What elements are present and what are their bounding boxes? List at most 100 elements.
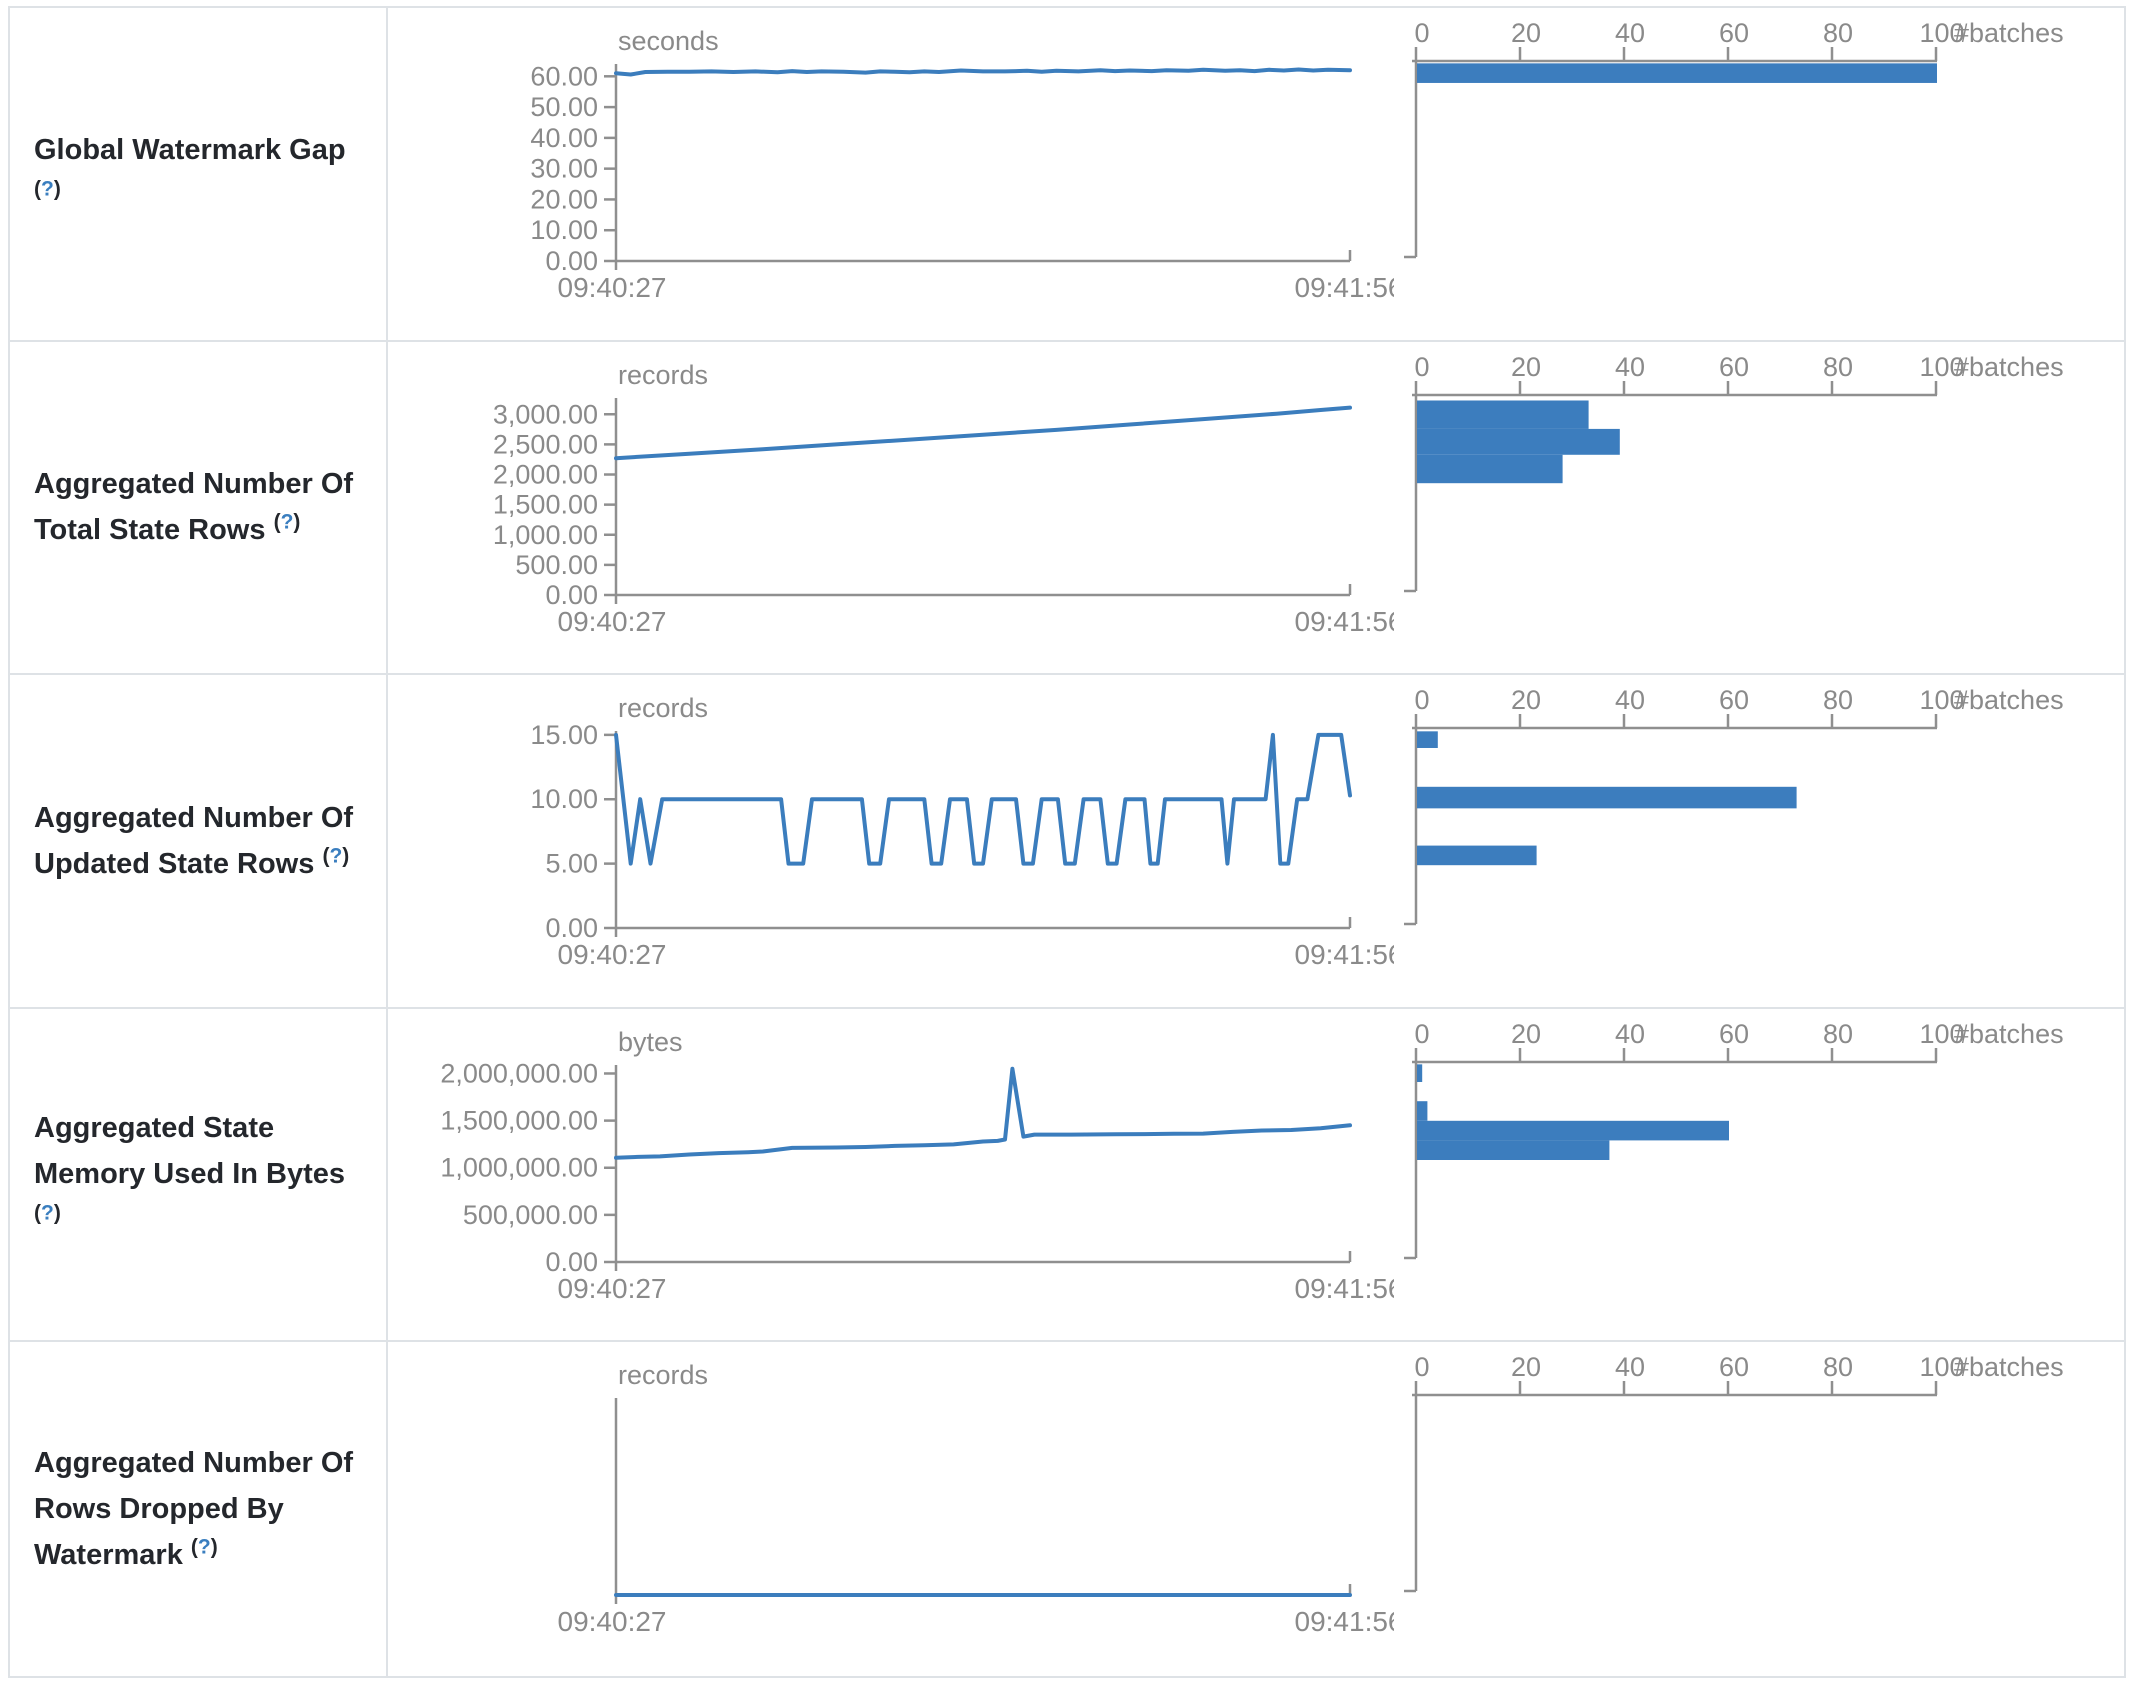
help-sup: (?) xyxy=(191,1536,218,1559)
hist-tick-label: 80 xyxy=(1823,1019,1853,1049)
y-tick-label: 60.00 xyxy=(530,61,598,91)
hist-tick-label: 40 xyxy=(1615,352,1645,382)
hist-tick-label: 20 xyxy=(1511,1352,1541,1382)
unit-label: records xyxy=(618,360,708,390)
help-link[interactable]: ? xyxy=(198,1536,211,1559)
metric-label: Global Watermark Gap(?) xyxy=(34,127,346,220)
hist-tick-label: 40 xyxy=(1615,685,1645,715)
help-link[interactable]: ? xyxy=(41,1201,54,1224)
metric-label: Aggregated Number OfRows Dropped ByWater… xyxy=(34,1440,353,1579)
timeline-chart[interactable]: bytes0.00500,000.001,000,000.001,500,000… xyxy=(388,1009,1394,1343)
hist-tick-label: 80 xyxy=(1823,685,1853,715)
histogram-chart[interactable]: 020406080100#batches xyxy=(1394,8,2128,342)
hist-tick-label: 20 xyxy=(1511,18,1541,48)
hist-tick-label: 40 xyxy=(1615,18,1645,48)
y-tick-label: 1,000,000.00 xyxy=(440,1153,598,1183)
y-tick-label: 15.00 xyxy=(530,720,598,750)
metric-row: Aggregated Number OfRows Dropped ByWater… xyxy=(10,1342,2124,1676)
charts-cell: records09:40:2709:41:56 020406080100#bat… xyxy=(388,1342,2124,1676)
histogram-bar[interactable] xyxy=(1417,1101,1427,1121)
histogram-chart[interactable]: 020406080100#batches xyxy=(1394,1009,2128,1343)
histogram-chart[interactable]: 020406080100#batches xyxy=(1394,342,2128,676)
timeline-chart[interactable]: records09:40:2709:41:56 xyxy=(388,1342,1394,1676)
hist-tick-label: 20 xyxy=(1511,685,1541,715)
y-tick-label: 2,000.00 xyxy=(493,459,598,489)
timeline-chart[interactable]: records0.00500.001,000.001,500.002,000.0… xyxy=(388,342,1394,676)
x-tick-label: 09:40:27 xyxy=(558,1273,667,1304)
x-tick-label: 09:41:56 xyxy=(1295,939,1395,970)
hist-tick-label: 0 xyxy=(1414,18,1429,48)
unit-label: seconds xyxy=(618,26,719,56)
x-tick-label: 09:40:27 xyxy=(558,1606,667,1637)
x-tick-label: 09:40:27 xyxy=(558,606,667,637)
histogram-bar[interactable] xyxy=(1417,63,1937,83)
hist-tick-label: 60 xyxy=(1719,1019,1749,1049)
timeline-line xyxy=(616,735,1350,864)
help-link[interactable]: ? xyxy=(281,511,294,534)
help-link[interactable]: ? xyxy=(329,844,342,867)
hist-tick-label: 20 xyxy=(1511,352,1541,382)
hist-tick-label: 40 xyxy=(1615,1019,1645,1049)
timeline-chart[interactable]: seconds0.0010.0020.0030.0040.0050.0060.0… xyxy=(388,8,1394,342)
metric-row: Global Watermark Gap(?) seconds0.0010.00… xyxy=(10,8,2124,342)
histogram-bar[interactable] xyxy=(1417,400,1589,428)
metric-label-cell: Aggregated Number OfRows Dropped ByWater… xyxy=(10,1342,388,1676)
metric-label: Aggregated Number OfUpdated State Rows (… xyxy=(34,795,353,888)
hist-tick-label: 0 xyxy=(1414,352,1429,382)
metric-label: Aggregated Number OfTotal State Rows (?) xyxy=(34,461,353,554)
metric-row: Aggregated Number OfTotal State Rows (?)… xyxy=(10,342,2124,676)
hist-tick-label: 0 xyxy=(1414,685,1429,715)
x-tick-label: 09:41:56 xyxy=(1295,1606,1395,1637)
hist-tick-label: 80 xyxy=(1823,18,1853,48)
histogram-bar[interactable] xyxy=(1417,732,1438,749)
metric-row: Aggregated Number OfUpdated State Rows (… xyxy=(10,675,2124,1009)
histogram-bar[interactable] xyxy=(1417,1140,1609,1160)
y-tick-label: 10.00 xyxy=(530,215,598,245)
help-sup: (?) xyxy=(34,1201,61,1224)
metric-label-cell: Aggregated Number OfUpdated State Rows (… xyxy=(10,675,388,1007)
x-tick-label: 09:40:27 xyxy=(558,939,667,970)
help-sup: (?) xyxy=(274,511,301,534)
hist-tick-label: 20 xyxy=(1511,1019,1541,1049)
unit-label: bytes xyxy=(618,1027,683,1057)
timeline-line xyxy=(616,70,1350,75)
charts-cell: records0.005.0010.0015.0009:40:2709:41:5… xyxy=(388,675,2124,1007)
y-tick-label: 1,500,000.00 xyxy=(440,1105,598,1135)
histogram-bar[interactable] xyxy=(1417,846,1537,866)
batches-axis-label: #batches xyxy=(1954,1352,2064,1382)
y-tick-label: 40.00 xyxy=(530,123,598,153)
histogram-bar[interactable] xyxy=(1417,1064,1422,1082)
x-tick-label: 09:41:56 xyxy=(1295,1273,1395,1304)
help-sup: (?) xyxy=(322,844,349,867)
hist-tick-label: 80 xyxy=(1823,352,1853,382)
batches-axis-label: #batches xyxy=(1954,685,2064,715)
batches-axis-label: #batches xyxy=(1954,18,2064,48)
metric-row: Aggregated StateMemory Used In Bytes(?) … xyxy=(10,1009,2124,1343)
y-tick-label: 2,500.00 xyxy=(493,429,598,459)
unit-label: records xyxy=(618,693,708,723)
batches-axis-label: #batches xyxy=(1954,1019,2064,1049)
help-sup: (?) xyxy=(34,177,61,200)
metric-label-cell: Aggregated Number OfTotal State Rows (?) xyxy=(10,342,388,674)
x-tick-label: 09:40:27 xyxy=(558,272,667,303)
hist-tick-label: 60 xyxy=(1719,18,1749,48)
y-tick-label: 3,000.00 xyxy=(493,399,598,429)
y-tick-label: 500.00 xyxy=(515,549,598,579)
y-tick-label: 20.00 xyxy=(530,184,598,214)
hist-tick-label: 60 xyxy=(1719,685,1749,715)
histogram-bar[interactable] xyxy=(1417,454,1563,482)
help-link[interactable]: ? xyxy=(41,177,54,200)
histogram-chart[interactable]: 020406080100#batches xyxy=(1394,1342,2128,1676)
histogram-bar[interactable] xyxy=(1417,429,1620,455)
hist-tick-label: 0 xyxy=(1414,1352,1429,1382)
batches-axis-label: #batches xyxy=(1954,352,2064,382)
histogram-bar[interactable] xyxy=(1417,1121,1729,1141)
metric-label: Aggregated StateMemory Used In Bytes(?) xyxy=(34,1105,345,1244)
histogram-bar[interactable] xyxy=(1417,787,1797,809)
timeline-chart[interactable]: records0.005.0010.0015.0009:40:2709:41:5… xyxy=(388,675,1394,1009)
y-tick-label: 2,000,000.00 xyxy=(440,1058,598,1088)
metric-label-cell: Global Watermark Gap(?) xyxy=(10,8,388,340)
hist-tick-label: 60 xyxy=(1719,352,1749,382)
histogram-chart[interactable]: 020406080100#batches xyxy=(1394,675,2128,1009)
hist-tick-label: 0 xyxy=(1414,1019,1429,1049)
